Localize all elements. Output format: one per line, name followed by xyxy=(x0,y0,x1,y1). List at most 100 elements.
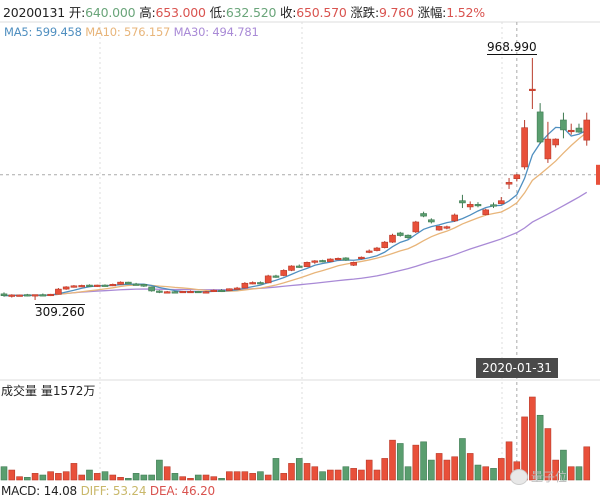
volume-bar xyxy=(163,466,171,481)
candle-body xyxy=(373,247,381,251)
volume-bar xyxy=(16,476,23,481)
volume-bar xyxy=(39,474,47,481)
volume-label: 成交量 xyxy=(1,384,38,398)
volume-bar xyxy=(552,459,559,481)
candle-body xyxy=(319,260,326,263)
ma-legend: MA5: 599.458 MA10: 576.157 MA30: 494.781 xyxy=(4,25,259,39)
candle-body xyxy=(202,291,210,294)
volume-bar xyxy=(288,463,295,481)
candle-body xyxy=(303,262,311,268)
volume-bar xyxy=(389,439,396,481)
macd-legend: MACD: 14.08 DIFF: 53.24 DEA: 46.20 xyxy=(1,484,215,498)
volume-bar xyxy=(583,446,591,481)
candle-body xyxy=(443,226,451,229)
volume-bar xyxy=(233,471,241,481)
volume-bar xyxy=(373,469,381,481)
candle-body xyxy=(521,127,528,168)
volume-bar xyxy=(109,474,117,481)
candle-body xyxy=(482,209,490,215)
candle-body xyxy=(101,284,109,287)
volume-bar xyxy=(443,459,451,481)
candle-body xyxy=(435,226,443,231)
candle-body xyxy=(132,283,140,286)
candle-body xyxy=(140,284,148,287)
change-label: 涨跌: xyxy=(350,5,379,20)
volume-value: 量1572万 xyxy=(40,384,96,398)
candle-body xyxy=(62,286,70,290)
volume-bar xyxy=(257,471,264,481)
candle-body xyxy=(47,293,54,297)
volume-bar xyxy=(544,428,552,481)
candle-body xyxy=(567,129,575,133)
quote-header: 20200131 开:640.000 高:653.000 低:632.520 收… xyxy=(3,2,485,21)
volume-bar xyxy=(529,396,536,481)
volume-bar xyxy=(412,444,420,481)
ma5-line xyxy=(3,126,588,297)
candle-body xyxy=(226,288,233,291)
candle-body xyxy=(218,289,225,293)
volume-bar xyxy=(125,478,132,481)
candle-body xyxy=(179,291,187,294)
volume-bar xyxy=(490,468,497,481)
candle-body xyxy=(342,257,350,261)
candle-body xyxy=(412,221,420,233)
volume-bar xyxy=(459,438,466,481)
volume-bar xyxy=(575,466,583,481)
volume-bar xyxy=(303,463,311,481)
ma30-legend: MA30: 494.781 xyxy=(173,25,259,39)
candle-body xyxy=(389,234,396,243)
volume-bar xyxy=(8,469,16,481)
candle-body xyxy=(264,275,272,284)
volume-bar xyxy=(226,471,233,481)
candle-body xyxy=(16,294,23,297)
volume-bar xyxy=(497,458,505,481)
high-value: 653.000 xyxy=(155,5,206,20)
candle-body xyxy=(334,257,342,261)
candle-body xyxy=(497,200,505,204)
volume-bar xyxy=(132,473,140,481)
dea-value: DEA: 46.20 xyxy=(149,484,215,498)
volume-bar xyxy=(396,443,404,481)
volume-bar xyxy=(31,473,39,481)
low-label: 低: xyxy=(209,5,227,20)
candle-body xyxy=(505,182,513,185)
candle-body xyxy=(451,214,458,222)
candle-body xyxy=(428,219,435,223)
candle-body xyxy=(233,287,241,290)
volume-bar xyxy=(466,453,474,481)
watermark: 量子位 xyxy=(510,468,567,485)
high-label: 高: xyxy=(139,5,156,20)
candle-body xyxy=(109,284,117,287)
volume-bar xyxy=(78,474,85,481)
candle-body xyxy=(544,138,552,160)
candle-body xyxy=(295,265,303,268)
price-tag xyxy=(596,164,600,185)
close-value: 650.570 xyxy=(296,5,347,20)
candle-body xyxy=(210,289,218,293)
wechat-icon xyxy=(510,468,528,485)
candle-body xyxy=(404,234,412,239)
max-price-label: 968.990 xyxy=(487,40,537,55)
candle-body xyxy=(529,88,536,91)
volume-bar xyxy=(55,473,62,481)
candle-body xyxy=(381,241,389,248)
volume-bar xyxy=(451,456,458,481)
candle-body xyxy=(552,138,559,146)
change-value: 9.760 xyxy=(379,5,414,20)
low-value: 632.520 xyxy=(225,5,277,20)
volume-bar xyxy=(536,414,544,481)
volume-bar xyxy=(47,471,54,481)
volume-bar xyxy=(0,466,8,481)
close-label: 收: xyxy=(279,5,297,20)
volume-bar xyxy=(264,474,272,481)
candle-body xyxy=(459,200,466,204)
candle-body xyxy=(241,282,249,289)
candle-body xyxy=(358,256,365,259)
volume-bar xyxy=(241,471,249,481)
candle-body xyxy=(86,284,93,287)
candle-body xyxy=(187,291,194,294)
candle-body xyxy=(93,284,101,287)
volume-bar xyxy=(62,471,70,481)
volume-bar xyxy=(560,449,567,481)
